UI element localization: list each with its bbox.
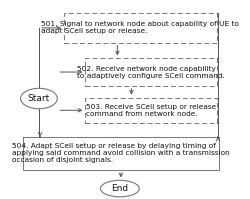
Text: 501. Signal to network node about capability of UE to
adapt SCell setup or relea: 501. Signal to network node about capabi…: [42, 21, 239, 34]
Ellipse shape: [100, 180, 139, 197]
FancyBboxPatch shape: [23, 137, 219, 170]
Ellipse shape: [20, 88, 57, 109]
FancyBboxPatch shape: [85, 98, 217, 123]
Text: End: End: [111, 184, 128, 193]
Text: 504. Adapt SCell setup or release by delaying timing of
applying said command av: 504. Adapt SCell setup or release by del…: [12, 143, 230, 163]
Text: Start: Start: [28, 94, 50, 103]
FancyBboxPatch shape: [64, 13, 217, 43]
Text: 503. Receive SCell setup or release
command from network node.: 503. Receive SCell setup or release comm…: [86, 104, 216, 117]
Text: 502. Receive network node capability
to adaptively configure SCell command.: 502. Receive network node capability to …: [77, 65, 225, 79]
FancyBboxPatch shape: [85, 58, 217, 86]
